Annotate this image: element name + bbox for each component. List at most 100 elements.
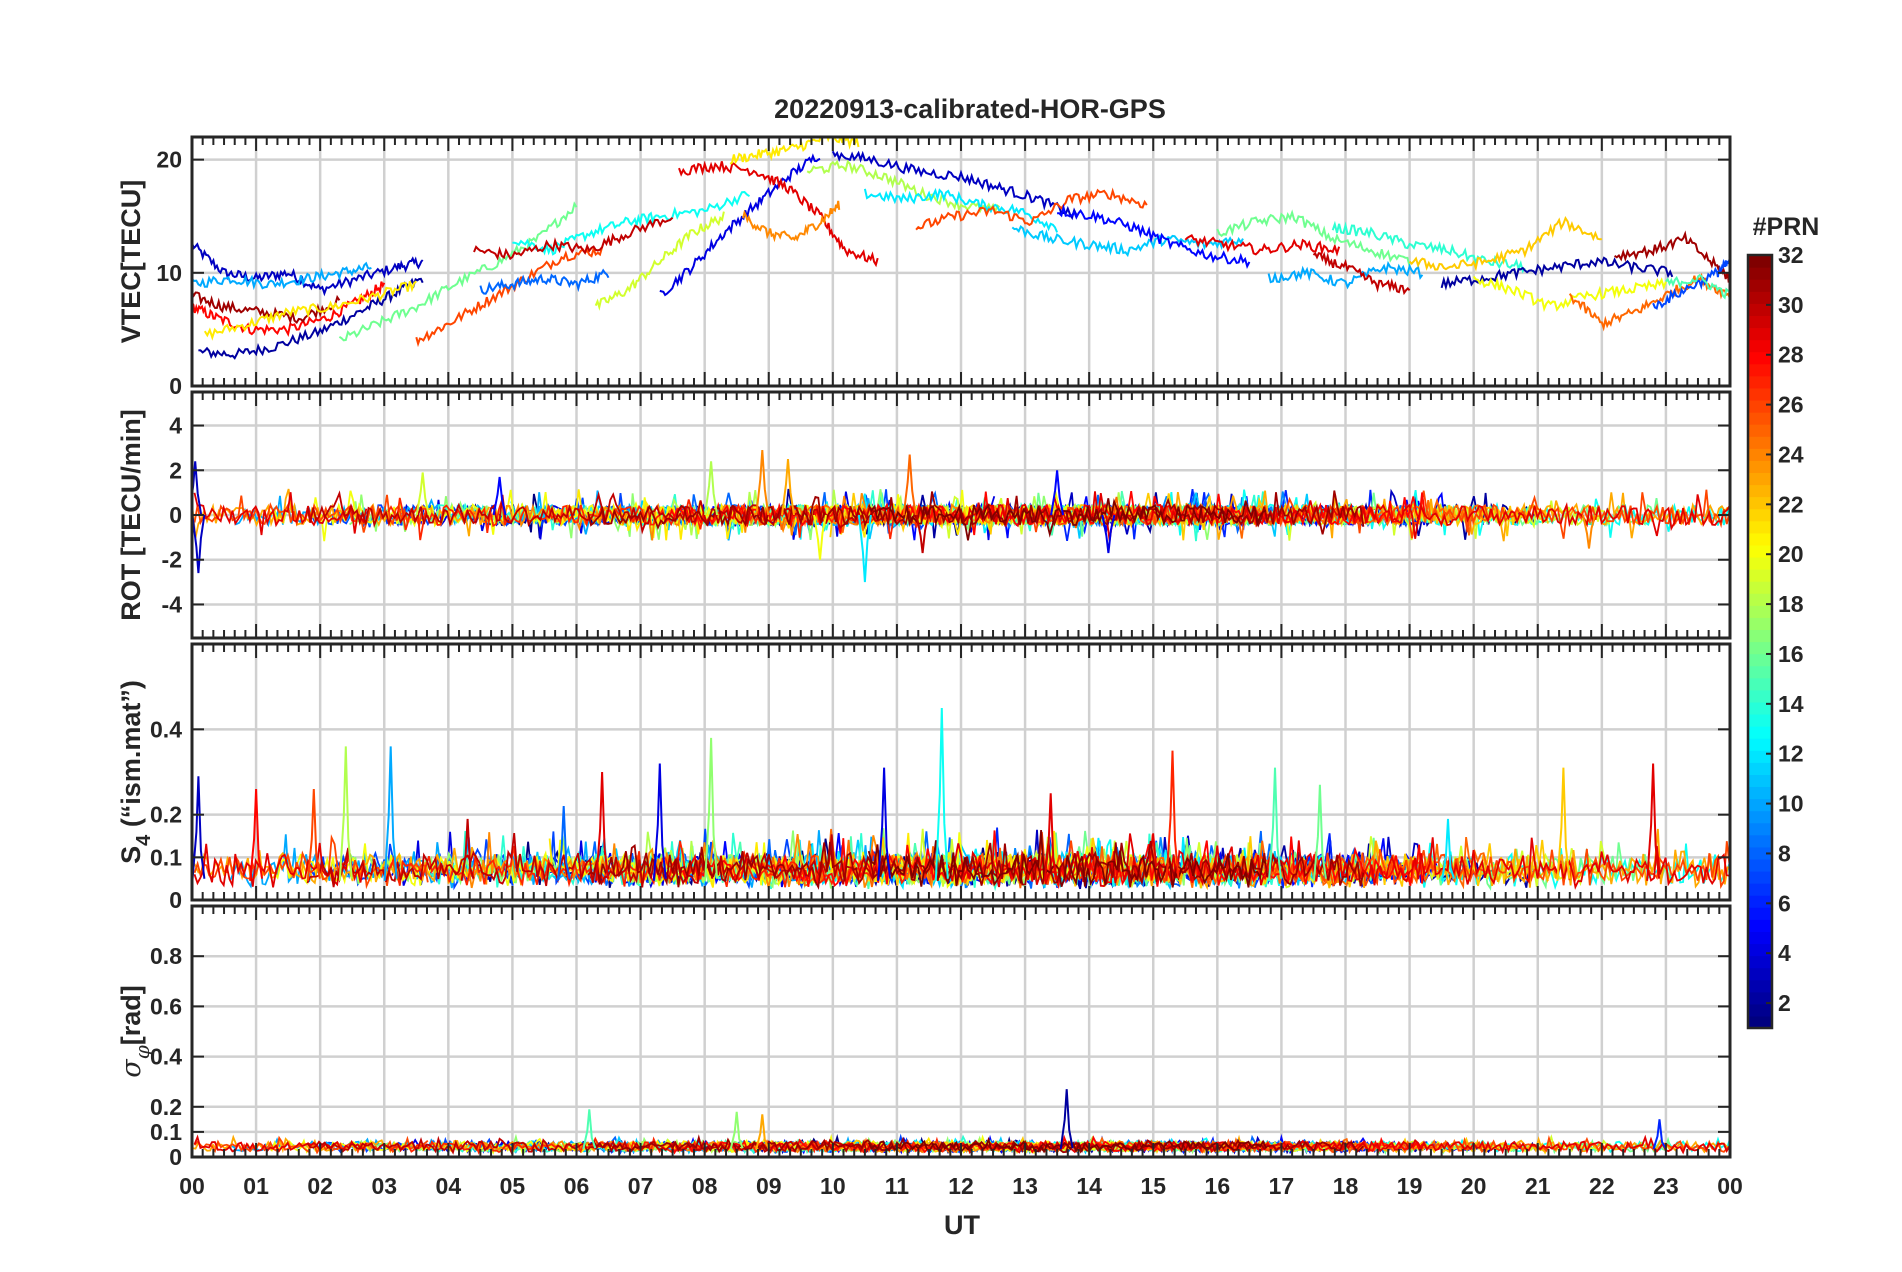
vtec-series-prn-11 bbox=[1011, 225, 1244, 258]
spike-prn-6 bbox=[1652, 1119, 1667, 1150]
colorbar-segment bbox=[1748, 762, 1772, 775]
x-tick-label: 00 bbox=[1717, 1173, 1743, 1199]
x-tick-label: 01 bbox=[243, 1173, 269, 1199]
colorbar-segment bbox=[1748, 472, 1772, 486]
x-tick-label: 15 bbox=[1140, 1173, 1166, 1199]
spike-prn-29 bbox=[1043, 793, 1058, 881]
colorbar-segment bbox=[1748, 629, 1772, 643]
y-tick-label: 4 bbox=[169, 413, 182, 439]
y-axis-label: σφ[rad] bbox=[116, 985, 154, 1077]
vtec-series-prn-3 bbox=[831, 150, 1078, 221]
colorbar-tick-label: 30 bbox=[1778, 292, 1804, 318]
colorbar-tick-label: 18 bbox=[1778, 591, 1804, 617]
data-traces bbox=[192, 137, 1730, 360]
vtec-series-prn-4 bbox=[659, 153, 821, 297]
vtec-series-prn-16 bbox=[1216, 209, 1411, 267]
y-tick-label: 20 bbox=[156, 147, 182, 173]
colorbar-segment bbox=[1748, 846, 1772, 860]
x-tick-label: 07 bbox=[628, 1173, 654, 1199]
y-tick-label: 0.4 bbox=[150, 1044, 182, 1070]
x-tick-label: 05 bbox=[500, 1173, 526, 1199]
spike-prn-12 bbox=[857, 514, 872, 583]
vtec-series-prn-24 bbox=[742, 200, 841, 243]
colorbar-segment bbox=[1748, 399, 1772, 413]
y-tick-label: 0 bbox=[169, 1144, 182, 1170]
colorbar-segment bbox=[1748, 375, 1772, 389]
colorbar-segment bbox=[1748, 460, 1772, 474]
spike-prn-25 bbox=[902, 454, 917, 516]
vtec-series-prn-10 bbox=[192, 261, 372, 291]
colorbar-segment bbox=[1748, 496, 1772, 510]
data-traces bbox=[192, 707, 1730, 892]
x-tick-label: 09 bbox=[756, 1173, 782, 1199]
y-tick-label: 0 bbox=[169, 373, 182, 399]
spike-prn-20 bbox=[813, 514, 827, 560]
colorbar-segment bbox=[1748, 979, 1772, 993]
x-tick-label: 10 bbox=[820, 1173, 846, 1199]
colorbar-tick-label: 24 bbox=[1778, 441, 1804, 467]
colorbar-segment bbox=[1748, 895, 1772, 908]
y-axis-label: S4 (“ism.mat”) bbox=[116, 680, 155, 864]
colorbar-segment bbox=[1748, 955, 1772, 969]
spike-prn-18 bbox=[704, 461, 719, 516]
colorbar-segment bbox=[1748, 508, 1772, 522]
colorbar-segment bbox=[1748, 967, 1772, 981]
spike-prn-27 bbox=[1165, 750, 1180, 881]
colorbar-segment bbox=[1748, 931, 1772, 945]
colorbar-tick-label: 28 bbox=[1778, 342, 1804, 368]
colorbar-segment bbox=[1748, 267, 1772, 280]
colorbar-segment bbox=[1748, 677, 1772, 691]
vtec-series-prn-21 bbox=[729, 137, 860, 165]
data-traces bbox=[192, 450, 1730, 583]
colorbar-segment bbox=[1748, 701, 1772, 715]
spike-prn-3 bbox=[192, 461, 203, 516]
y-tick-label: 0.8 bbox=[150, 943, 182, 969]
colorbar-segment bbox=[1748, 1003, 1772, 1017]
vtec-series-prn-25 bbox=[1568, 272, 1730, 332]
colorbar-segment bbox=[1748, 556, 1772, 570]
panel-1: -4 -2 0 2 4 ROT [TECU/min] bbox=[116, 390, 1732, 640]
trace-prn-31 bbox=[587, 1134, 1365, 1154]
colorbar-segment bbox=[1748, 726, 1772, 739]
spike-prn-23 bbox=[781, 459, 795, 516]
colorbar-segment bbox=[1748, 689, 1772, 703]
colorbar-segment bbox=[1748, 544, 1772, 558]
colorbar-segment bbox=[1748, 907, 1772, 920]
colorbar-tick-label: 22 bbox=[1778, 491, 1804, 517]
colorbar-segment bbox=[1748, 351, 1772, 365]
vtec-series-prn-3 bbox=[192, 242, 424, 297]
x-tick-label: 19 bbox=[1397, 1173, 1423, 1199]
colorbar-segment bbox=[1748, 412, 1772, 425]
vtec-series-prn-20 bbox=[1472, 275, 1667, 313]
x-tick-label: 18 bbox=[1333, 1173, 1359, 1199]
vtec-series-prn-29 bbox=[678, 160, 879, 268]
x-tick-label: 16 bbox=[1205, 1173, 1231, 1199]
vtec-series-prn-8 bbox=[479, 268, 610, 295]
x-tick-label: 03 bbox=[371, 1173, 397, 1199]
vtec-series-prn-14 bbox=[1331, 220, 1526, 274]
panel-0: 0 10 20 VTEC[TECU] bbox=[116, 135, 1732, 399]
colorbar-segment bbox=[1748, 255, 1772, 268]
colorbar-segment bbox=[1748, 653, 1772, 667]
y-tick-label: 0.4 bbox=[150, 716, 182, 742]
x-tick-label: 13 bbox=[1012, 1173, 1038, 1199]
vtec-series-prn-30 bbox=[1312, 251, 1411, 296]
y-axis-label: ROT [TECU/min] bbox=[116, 409, 146, 620]
spike-prn-4 bbox=[652, 763, 667, 881]
colorbar-segment bbox=[1748, 617, 1772, 631]
spike-prn-12 bbox=[1441, 818, 1455, 881]
x-tick-label: 23 bbox=[1653, 1173, 1679, 1199]
colorbar-segment bbox=[1748, 822, 1772, 836]
figure-title: 20220913-calibrated-HOR-GPS bbox=[774, 94, 1166, 124]
trace-prn-32 bbox=[867, 1136, 1267, 1154]
colorbar-segment bbox=[1748, 919, 1772, 932]
panel-2: 0 0.1 0.2 0.4S4 (“ism.mat”) bbox=[116, 642, 1732, 913]
x-tick-label: 08 bbox=[692, 1173, 718, 1199]
y-tick-label: -2 bbox=[162, 547, 182, 573]
colorbar-segment bbox=[1748, 593, 1772, 606]
vtec-series-prn-19 bbox=[594, 211, 725, 311]
colorbar-tick-label: 26 bbox=[1778, 392, 1804, 418]
x-tick-label: 20 bbox=[1461, 1173, 1487, 1199]
y-tick-label: 0 bbox=[169, 502, 182, 528]
